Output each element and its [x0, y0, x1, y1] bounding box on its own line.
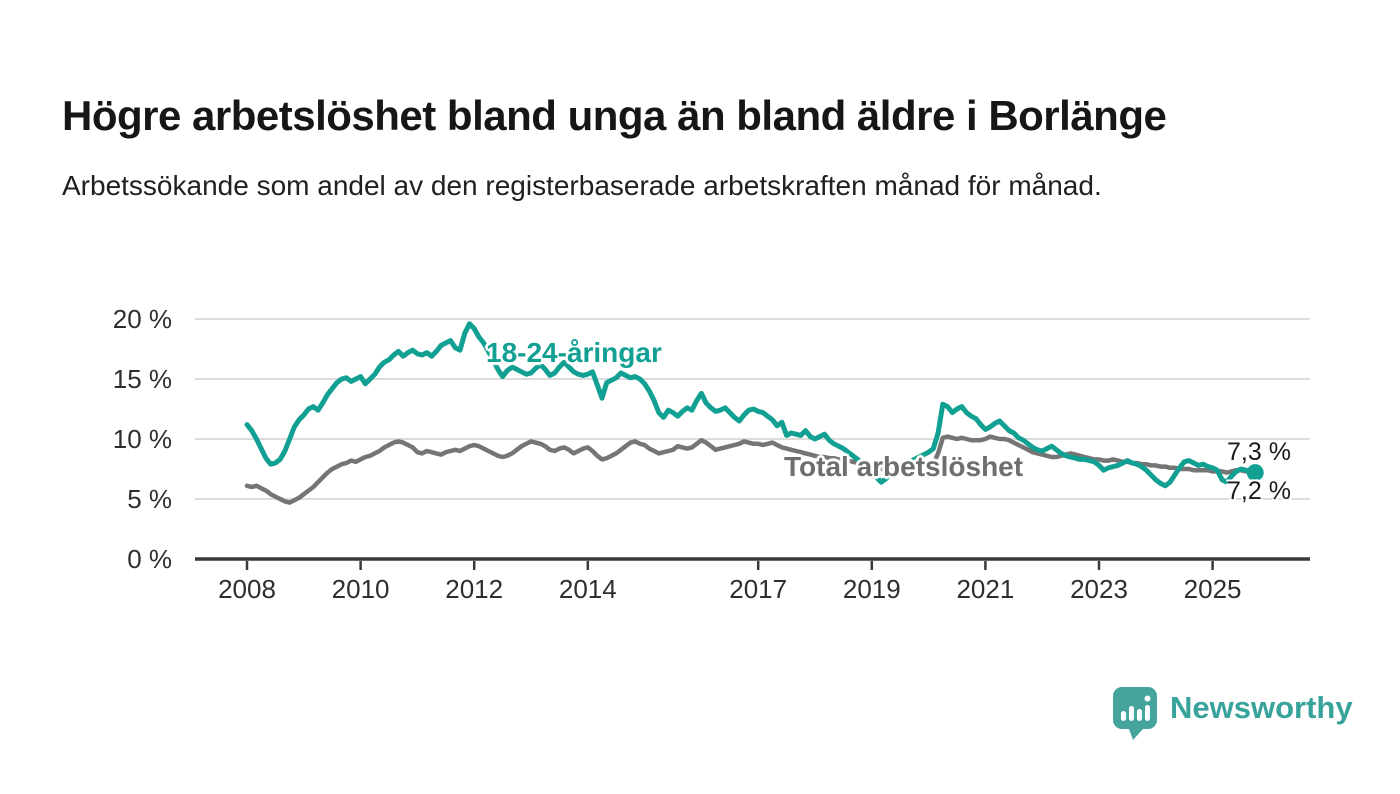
page-title: Högre arbetslöshet bland unga än bland ä…: [62, 92, 1167, 140]
x-tick-label-2010: 2010: [331, 574, 390, 604]
x-tick-label-2025: 2025: [1183, 574, 1242, 604]
x-tick-label-2012: 2012: [445, 574, 504, 604]
x-tick-label-2023: 2023: [1070, 574, 1128, 604]
y-tick-label-20: 20 %: [112, 304, 172, 334]
series-label-youth: 18-24-åringar: [486, 337, 662, 368]
x-tick-label-2008: 2008: [218, 574, 276, 604]
series-label-total: Total arbetslöshet: [784, 451, 1024, 482]
y-tick-label-15: 15 %: [112, 364, 172, 394]
bar-medium: [1137, 709, 1142, 721]
brand-wordmark: Newsworthy: [1170, 690, 1353, 725]
series-end-dot-youth: [1246, 464, 1264, 482]
series-line-youth: [244, 321, 1258, 489]
brand-lockup: Newsworthy: [1112, 686, 1353, 740]
exclamation-bar: [1145, 705, 1150, 721]
y-tick-label-5: 5 %: [127, 484, 172, 514]
newsworthy-logo-icon: [1113, 687, 1157, 740]
x-tick-label-2019: 2019: [842, 574, 901, 604]
x-tick-label-2017: 2017: [729, 574, 788, 604]
bar-tall: [1129, 706, 1134, 721]
end-value-label-youth: 7,2 %: [1227, 477, 1291, 505]
exclamation-dot: [1144, 695, 1151, 702]
x-tick-label-2021: 2021: [956, 574, 1015, 604]
speech-bubble-shape: [1113, 687, 1157, 740]
end-value-label-total: 7,3 %: [1227, 438, 1291, 466]
y-tick-label-10: 10 %: [112, 424, 172, 454]
x-tick-label-2014: 2014: [558, 574, 617, 604]
page-subtitle: Arbetssökande som andel av den registerb…: [62, 170, 1102, 201]
y-tick-label-0: 0 %: [127, 544, 172, 574]
bar-small: [1121, 711, 1126, 721]
